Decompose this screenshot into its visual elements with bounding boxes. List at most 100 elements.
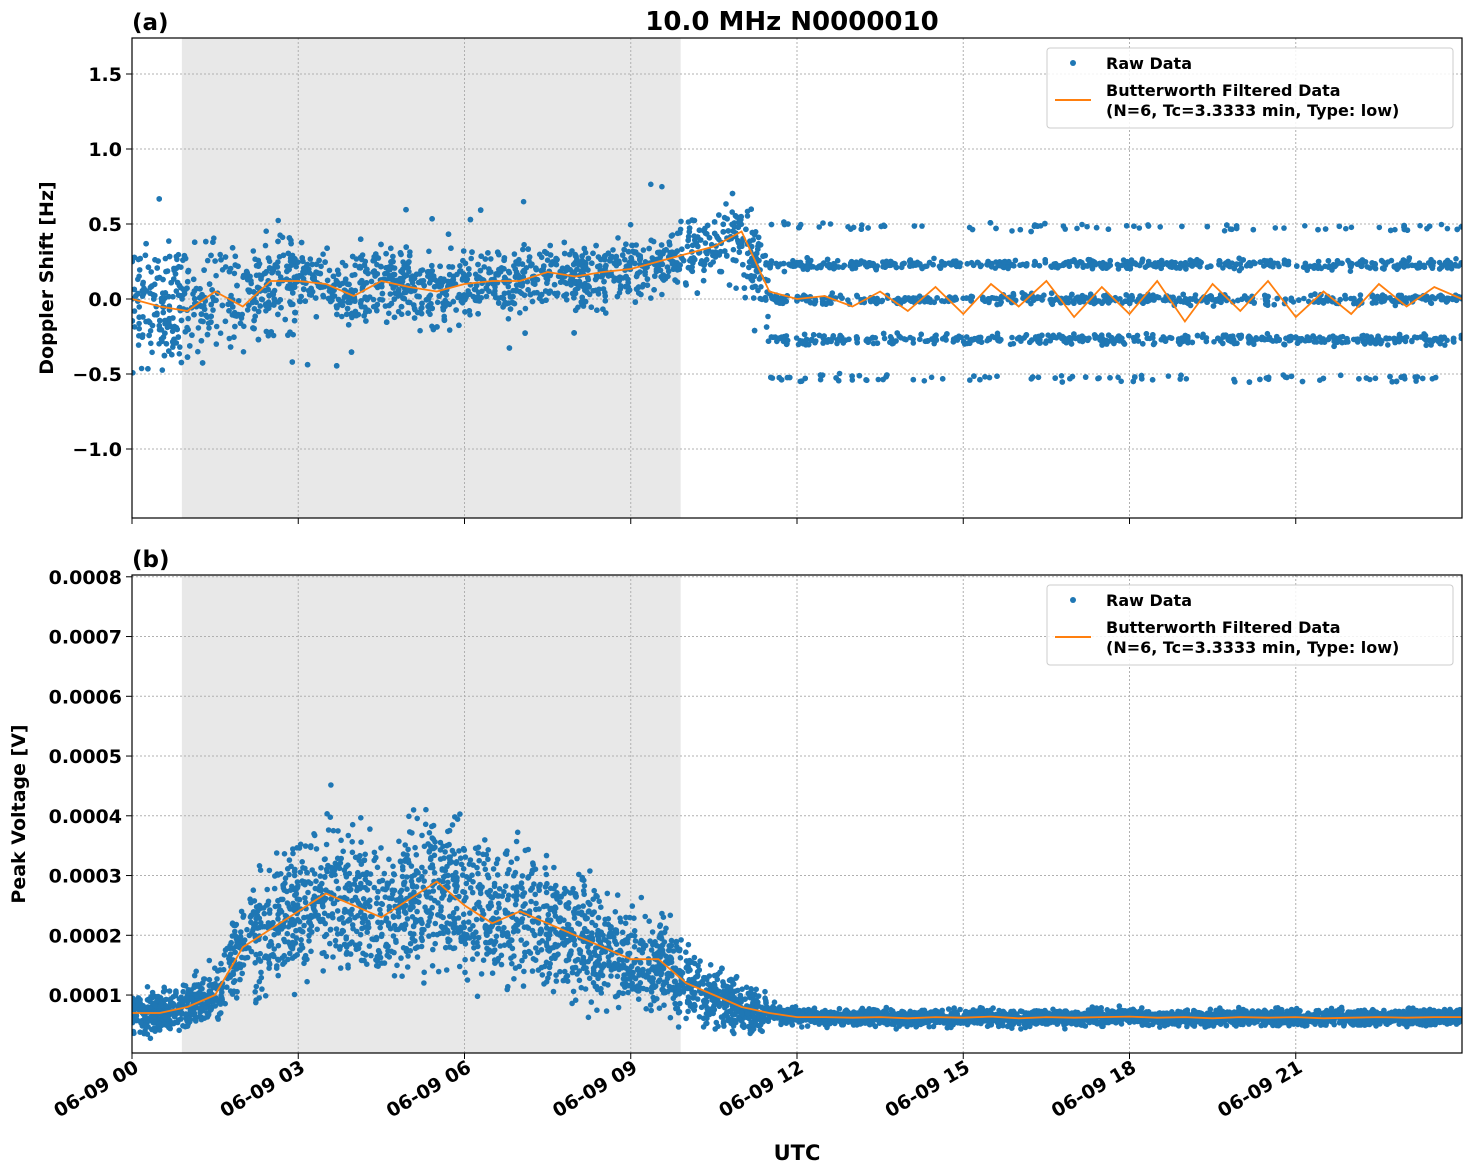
raw-point [1339, 261, 1345, 267]
raw-point [1289, 374, 1295, 380]
raw-point [1338, 373, 1344, 379]
raw-point [900, 262, 906, 268]
raw-point [527, 254, 533, 260]
raw-point [1150, 377, 1156, 383]
raw-point [817, 333, 823, 339]
raw-point [929, 375, 935, 381]
raw-point [782, 222, 788, 228]
raw-point [733, 258, 739, 264]
raw-point [1234, 341, 1240, 347]
raw-point [561, 293, 567, 299]
raw-point [478, 268, 484, 274]
raw-point [136, 304, 142, 310]
raw-point [453, 307, 459, 313]
raw-point [343, 263, 349, 269]
raw-point [625, 277, 631, 283]
raw-point [712, 219, 718, 225]
raw-point [186, 268, 192, 274]
raw-point [392, 272, 398, 278]
raw-point [1343, 226, 1349, 232]
x-axis-label: UTC [774, 1141, 821, 1165]
raw-point [299, 240, 305, 246]
raw-point [1270, 338, 1276, 344]
raw-point [446, 231, 452, 237]
raw-point [555, 291, 561, 297]
raw-point [502, 255, 508, 261]
raw-point [137, 267, 143, 273]
raw-point [926, 297, 932, 303]
raw-point [607, 258, 613, 264]
raw-point [1373, 376, 1379, 382]
raw-point [137, 256, 143, 262]
raw-point [170, 315, 176, 321]
raw-point [944, 331, 950, 337]
raw-point [773, 261, 779, 267]
raw-point [301, 286, 307, 292]
raw-point [1131, 223, 1137, 229]
raw-point [674, 248, 680, 254]
raw-point [1373, 300, 1379, 306]
raw-point [573, 253, 579, 259]
raw-point [1380, 265, 1386, 271]
raw-point [417, 328, 423, 334]
raw-point [314, 314, 320, 320]
raw-point [147, 320, 153, 326]
raw-point [569, 248, 575, 254]
raw-point [1122, 341, 1128, 347]
raw-point [951, 336, 957, 342]
raw-point [364, 267, 370, 273]
raw-point [177, 283, 183, 289]
raw-point [1401, 223, 1407, 229]
raw-point [1401, 257, 1407, 263]
raw-point [185, 354, 191, 360]
raw-point [240, 274, 246, 280]
raw-point [1310, 333, 1316, 339]
raw-point [646, 246, 652, 252]
raw-point [645, 276, 651, 282]
raw-point [288, 263, 294, 269]
raw-point [739, 239, 745, 245]
raw-point [629, 243, 635, 249]
raw-point [543, 297, 549, 303]
raw-point [500, 304, 506, 310]
raw-point [1106, 300, 1112, 306]
raw-point [799, 378, 805, 384]
raw-point [386, 311, 392, 317]
raw-point [206, 325, 212, 331]
raw-point [1224, 222, 1230, 228]
raw-point [173, 271, 179, 277]
raw-point [1180, 292, 1186, 298]
raw-point [234, 313, 240, 319]
raw-point [205, 258, 211, 264]
raw-point [626, 249, 632, 255]
raw-point [411, 302, 417, 308]
raw-point [161, 334, 167, 340]
raw-point [263, 270, 269, 276]
raw-point [1459, 260, 1465, 266]
raw-point [884, 259, 890, 265]
raw-point [390, 277, 396, 283]
raw-point [412, 315, 418, 321]
raw-point [1230, 333, 1236, 339]
raw-point [790, 263, 796, 269]
raw-point [501, 296, 507, 302]
raw-point [596, 287, 602, 293]
raw-point [652, 273, 658, 279]
raw-point [179, 360, 185, 366]
raw-point [628, 222, 634, 228]
raw-point [818, 372, 824, 378]
raw-point [230, 245, 236, 251]
raw-point [214, 341, 220, 347]
raw-point [755, 243, 761, 249]
raw-point [384, 319, 390, 325]
raw-point [1157, 224, 1163, 230]
raw-point [352, 298, 358, 304]
raw-point [891, 340, 897, 346]
raw-point [1284, 262, 1290, 268]
raw-point [210, 239, 216, 245]
raw-point [876, 377, 882, 383]
raw-point [369, 279, 375, 285]
raw-point [1392, 264, 1398, 270]
raw-point [964, 334, 970, 340]
raw-point [1356, 376, 1362, 382]
